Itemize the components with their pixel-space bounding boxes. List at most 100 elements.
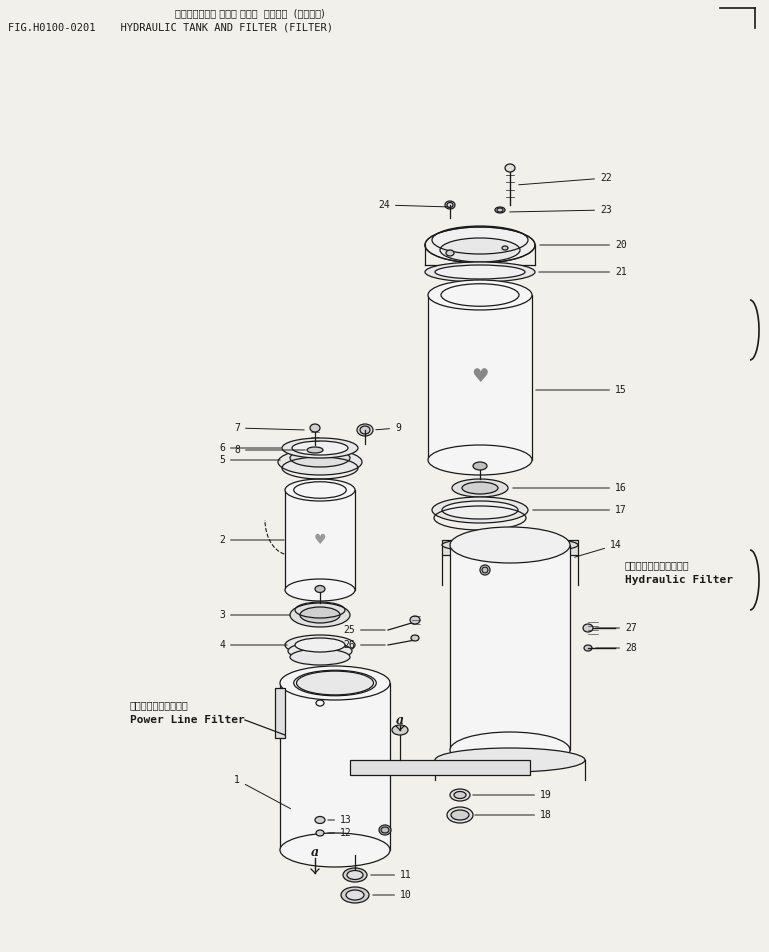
Ellipse shape (285, 635, 355, 655)
Text: 9: 9 (376, 423, 401, 433)
Text: ♥: ♥ (314, 533, 326, 547)
Ellipse shape (428, 280, 532, 310)
Text: 20: 20 (540, 240, 627, 250)
Ellipse shape (411, 635, 419, 641)
Ellipse shape (315, 817, 325, 823)
Text: 25: 25 (343, 625, 385, 635)
Ellipse shape (381, 827, 389, 833)
Text: 1: 1 (234, 775, 291, 808)
Ellipse shape (300, 607, 340, 623)
Text: パワーラインフィルタ: パワーラインフィルタ (130, 700, 188, 710)
Text: 4: 4 (219, 640, 288, 650)
Ellipse shape (583, 624, 593, 632)
Ellipse shape (294, 670, 376, 696)
Ellipse shape (280, 833, 390, 867)
Text: 15: 15 (536, 385, 627, 395)
Ellipse shape (450, 789, 470, 801)
Text: 5: 5 (219, 455, 280, 465)
Text: 6: 6 (219, 443, 281, 453)
Ellipse shape (290, 603, 350, 627)
Text: 12: 12 (328, 828, 351, 838)
Ellipse shape (288, 642, 352, 660)
Text: 18: 18 (474, 810, 551, 820)
Ellipse shape (343, 868, 367, 882)
Text: 21: 21 (539, 267, 627, 277)
Ellipse shape (290, 649, 350, 665)
Ellipse shape (310, 424, 320, 432)
Ellipse shape (295, 638, 345, 652)
Text: 24: 24 (378, 200, 448, 210)
Ellipse shape (425, 227, 535, 263)
Ellipse shape (285, 479, 355, 501)
Text: 7: 7 (234, 423, 305, 433)
Ellipse shape (341, 887, 369, 903)
Ellipse shape (452, 479, 508, 497)
Ellipse shape (435, 748, 585, 772)
Ellipse shape (392, 725, 408, 735)
Ellipse shape (410, 616, 420, 624)
Text: 14: 14 (574, 540, 622, 557)
Ellipse shape (425, 262, 535, 282)
Text: 10: 10 (373, 890, 411, 900)
Ellipse shape (451, 810, 469, 820)
Ellipse shape (473, 462, 487, 470)
Text: 27: 27 (596, 623, 637, 633)
Ellipse shape (454, 791, 466, 799)
Text: 3: 3 (219, 610, 290, 620)
Bar (428, 295, 532, 460)
Text: Hydraulic Filter: Hydraulic Filter (625, 575, 733, 585)
Text: 23: 23 (510, 205, 612, 215)
Text: 8: 8 (234, 445, 305, 455)
Ellipse shape (450, 527, 570, 563)
Ellipse shape (462, 482, 498, 494)
Ellipse shape (495, 207, 505, 213)
Text: 17: 17 (533, 505, 627, 515)
Text: 2: 2 (219, 535, 285, 545)
Ellipse shape (450, 732, 570, 768)
Ellipse shape (307, 447, 323, 453)
Ellipse shape (292, 441, 348, 455)
Ellipse shape (442, 537, 578, 553)
Ellipse shape (584, 645, 592, 651)
Ellipse shape (428, 445, 532, 475)
Ellipse shape (297, 671, 374, 695)
Text: 16: 16 (513, 483, 627, 493)
Ellipse shape (278, 449, 362, 475)
Ellipse shape (282, 438, 358, 458)
Ellipse shape (505, 164, 515, 172)
Ellipse shape (502, 246, 508, 250)
Bar (280, 683, 390, 850)
Text: 19: 19 (473, 790, 551, 800)
Text: Power Line Filter: Power Line Filter (130, 715, 245, 725)
Bar (442, 540, 578, 555)
Ellipse shape (441, 284, 519, 307)
Ellipse shape (440, 238, 520, 262)
Text: ♥: ♥ (471, 367, 489, 387)
Ellipse shape (442, 501, 518, 519)
Ellipse shape (346, 890, 364, 900)
Ellipse shape (357, 424, 373, 436)
Ellipse shape (316, 830, 324, 836)
Bar (285, 490, 355, 590)
Text: ハイドロリック タンク および  フィルタ  (フィルタ): ハイドロリック タンク および フィルタ (フィルタ) (175, 8, 325, 18)
Ellipse shape (497, 208, 503, 212)
Ellipse shape (482, 567, 488, 573)
Bar (450, 545, 570, 750)
Text: a: a (311, 846, 319, 860)
Ellipse shape (432, 497, 528, 523)
Text: 11: 11 (371, 870, 411, 880)
Ellipse shape (294, 482, 346, 498)
Ellipse shape (379, 825, 391, 835)
Text: FIG.H0100-0201    HYDRAULIC TANK AND FILTER (FILTER): FIG.H0100-0201 HYDRAULIC TANK AND FILTER… (8, 22, 333, 32)
Ellipse shape (290, 449, 350, 467)
Ellipse shape (446, 250, 454, 256)
Ellipse shape (447, 807, 473, 823)
Ellipse shape (360, 426, 370, 434)
Text: a: a (396, 713, 404, 726)
Text: ハイドロリックフィルタ: ハイドロリックフィルタ (625, 560, 690, 570)
Ellipse shape (347, 870, 363, 880)
Ellipse shape (280, 666, 390, 700)
Ellipse shape (285, 579, 355, 601)
Text: 22: 22 (519, 173, 612, 185)
Ellipse shape (445, 201, 455, 209)
